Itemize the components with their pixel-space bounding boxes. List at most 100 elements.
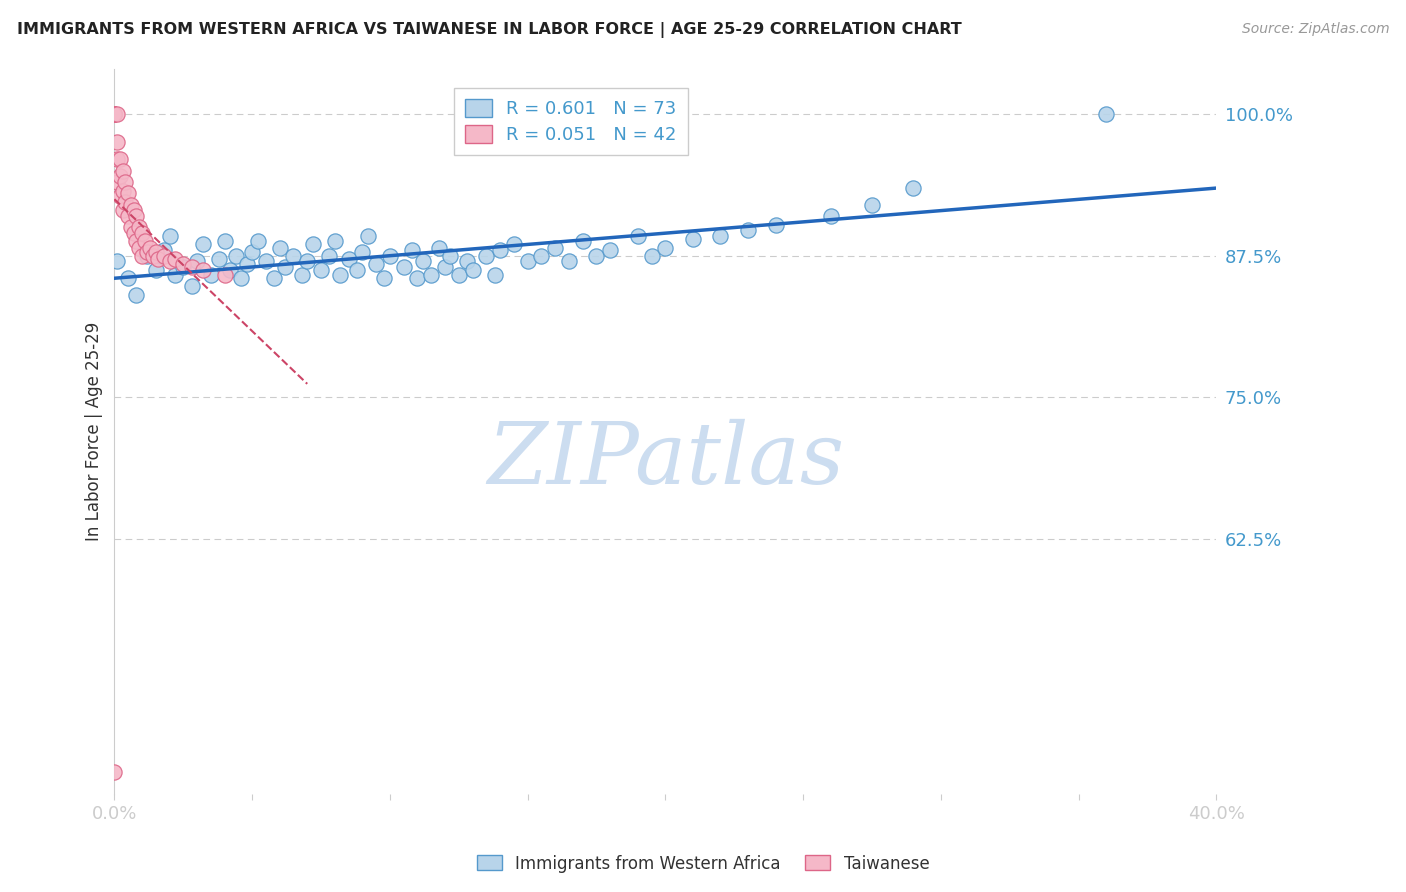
Point bbox=[128, 241, 150, 255]
Legend: Immigrants from Western Africa, Taiwanese: Immigrants from Western Africa, Taiwanes… bbox=[470, 848, 936, 880]
Point bbox=[142, 249, 165, 263]
Point bbox=[599, 243, 621, 257]
Point bbox=[134, 234, 156, 248]
Point bbox=[103, 107, 125, 121]
Point bbox=[439, 249, 461, 263]
Point bbox=[585, 249, 607, 263]
Point bbox=[108, 169, 131, 184]
Point bbox=[122, 226, 145, 240]
Point bbox=[208, 252, 231, 266]
Point bbox=[139, 241, 162, 255]
Point bbox=[903, 180, 925, 194]
Point bbox=[120, 220, 142, 235]
Point bbox=[180, 279, 202, 293]
Point bbox=[484, 268, 506, 282]
Point bbox=[502, 237, 524, 252]
Point bbox=[105, 135, 128, 149]
Point bbox=[378, 249, 401, 263]
Point bbox=[103, 107, 125, 121]
Point bbox=[186, 254, 208, 268]
Point bbox=[346, 263, 368, 277]
Point bbox=[103, 107, 125, 121]
Point bbox=[219, 263, 242, 277]
Point bbox=[1095, 107, 1118, 121]
Y-axis label: In Labor Force | Age 25-29: In Labor Force | Age 25-29 bbox=[86, 322, 103, 541]
Point bbox=[392, 260, 415, 274]
Point bbox=[125, 209, 148, 223]
Point bbox=[860, 197, 883, 211]
Point bbox=[108, 188, 131, 202]
Point bbox=[105, 107, 128, 121]
Point bbox=[352, 245, 374, 260]
Point bbox=[447, 268, 470, 282]
Point bbox=[283, 249, 305, 263]
Point bbox=[163, 252, 186, 266]
Point bbox=[401, 243, 423, 257]
Point bbox=[136, 245, 159, 260]
Text: Source: ZipAtlas.com: Source: ZipAtlas.com bbox=[1241, 22, 1389, 37]
Point bbox=[105, 175, 128, 189]
Text: IMMIGRANTS FROM WESTERN AFRICA VS TAIWANESE IN LABOR FORCE | AGE 25-29 CORRELATI: IMMIGRANTS FROM WESTERN AFRICA VS TAIWAN… bbox=[17, 22, 962, 38]
Point bbox=[318, 249, 340, 263]
Point bbox=[128, 220, 150, 235]
Point bbox=[530, 249, 553, 263]
Point bbox=[191, 263, 214, 277]
Point bbox=[640, 249, 662, 263]
Point bbox=[337, 252, 360, 266]
Point bbox=[571, 234, 593, 248]
Point bbox=[627, 229, 650, 244]
Point bbox=[120, 197, 142, 211]
Point bbox=[103, 764, 125, 779]
Point bbox=[420, 268, 443, 282]
Point bbox=[364, 257, 387, 271]
Point bbox=[125, 234, 148, 248]
Point bbox=[240, 245, 263, 260]
Point bbox=[214, 268, 236, 282]
Point bbox=[122, 203, 145, 218]
Point bbox=[105, 254, 128, 268]
Point bbox=[131, 226, 153, 240]
Point bbox=[200, 268, 222, 282]
Point bbox=[159, 229, 181, 244]
Point bbox=[136, 249, 159, 263]
Point bbox=[269, 241, 291, 255]
Point bbox=[163, 268, 186, 282]
Point bbox=[544, 241, 567, 255]
Point bbox=[820, 209, 842, 223]
Point bbox=[357, 229, 380, 244]
Point bbox=[180, 260, 202, 274]
Point bbox=[412, 254, 434, 268]
Point bbox=[737, 222, 759, 236]
Text: ZIPatlas: ZIPatlas bbox=[486, 419, 844, 502]
Point bbox=[172, 260, 194, 274]
Point bbox=[329, 268, 352, 282]
Point bbox=[558, 254, 581, 268]
Point bbox=[117, 186, 139, 201]
Point bbox=[145, 263, 167, 277]
Point bbox=[117, 209, 139, 223]
Point bbox=[191, 237, 214, 252]
Point bbox=[516, 254, 538, 268]
Point bbox=[235, 257, 257, 271]
Point bbox=[461, 263, 484, 277]
Point bbox=[114, 175, 136, 189]
Point bbox=[105, 153, 128, 167]
Point bbox=[709, 229, 731, 244]
Point bbox=[131, 249, 153, 263]
Point bbox=[309, 263, 332, 277]
Point bbox=[111, 163, 134, 178]
Point bbox=[145, 245, 167, 260]
Point bbox=[108, 153, 131, 167]
Point bbox=[406, 271, 429, 285]
Point bbox=[159, 254, 181, 268]
Point bbox=[489, 243, 512, 257]
Point bbox=[654, 241, 676, 255]
Point bbox=[214, 234, 236, 248]
Point bbox=[475, 249, 498, 263]
Point bbox=[172, 257, 194, 271]
Point bbox=[274, 260, 297, 274]
Point bbox=[103, 107, 125, 121]
Point bbox=[263, 271, 285, 285]
Point bbox=[225, 249, 247, 263]
Point bbox=[229, 271, 252, 285]
